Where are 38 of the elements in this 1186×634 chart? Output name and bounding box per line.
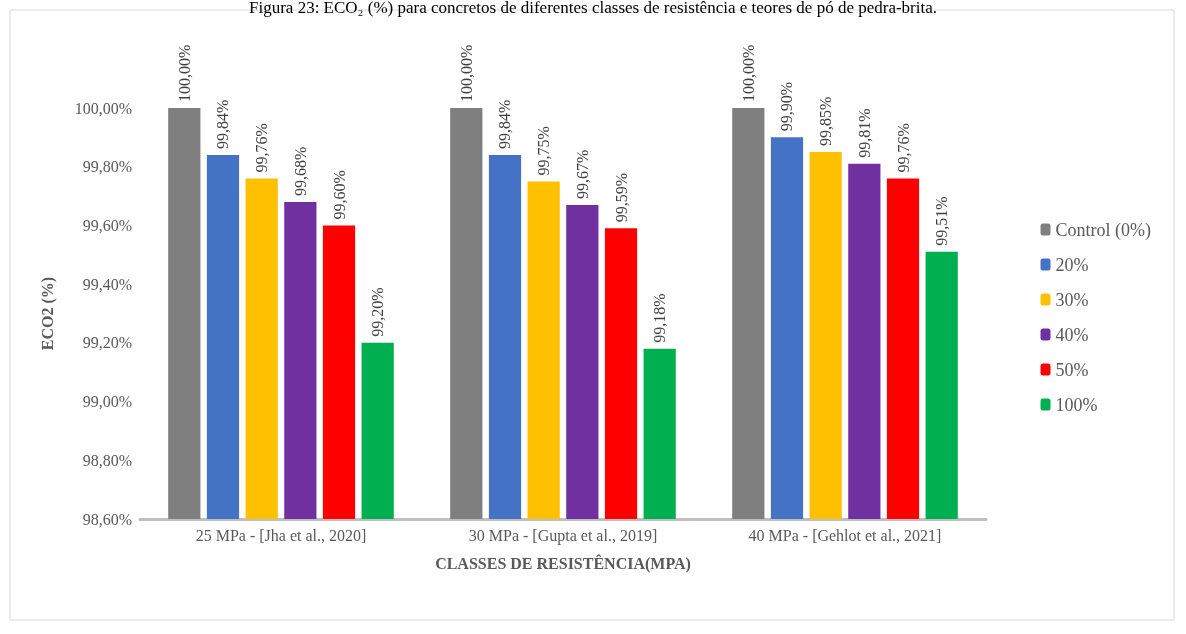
x-axis-title: CLASSES DE RESISTÊNCIA(MPA) [435,553,691,573]
data-label: 99,67% [573,149,591,199]
data-label: 99,90% [778,82,796,132]
data-label: 99,68% [291,146,309,196]
y-axis-title: ECO2 (%) [38,276,57,351]
legend-label: 20% [1055,254,1089,275]
legend-label: 100% [1055,394,1098,415]
legend-label: 30% [1055,289,1089,310]
legend-label: 50% [1055,359,1089,380]
legend-label: 40% [1055,324,1089,345]
y-tick-label: 98,80% [82,451,132,469]
y-tick-label: 98,60% [82,510,132,528]
x-tick-label: 40 MPa - [Gehlot et al., 2021] [748,526,942,544]
legend-label: Control (0%) [1055,219,1152,241]
data-label: 99,51% [933,196,951,246]
data-label: 99,81% [855,108,873,158]
y-tick-label: 99,80% [82,158,132,176]
x-tick-label: 30 MPa - [Gupta et al., 2019] [468,526,658,545]
data-label: 99,84% [214,99,232,149]
y-tick-label: 99,60% [82,216,132,234]
data-label: 99,85% [817,96,835,147]
data-label: 99,18% [651,293,669,343]
data-label: 100,00% [175,44,193,102]
data-label: 99,84% [496,99,514,149]
data-label: 99,59% [612,173,630,223]
data-label: 99,76% [894,123,912,173]
data-label: 99,76% [253,123,271,173]
data-label: 99,60% [330,170,348,220]
y-tick-label: 100,00% [74,99,132,117]
y-tick-label: 99,00% [82,393,132,411]
data-label: 99,75% [535,126,553,176]
x-tick-label: 25 MPa - [Jha et al., 2020] [195,526,367,544]
data-label: 100,00% [457,44,475,102]
chart-title: Figura 23: ECO₂ (%) para concretos de diferentes classes de resistência e teores de pó de pedra-brita. [248,0,938,17]
y-tick-label: 99,40% [82,275,132,293]
y-tick-label: 99,20% [82,334,132,352]
data-label: 99,20% [369,287,387,337]
data-label: 100,00% [739,44,757,102]
